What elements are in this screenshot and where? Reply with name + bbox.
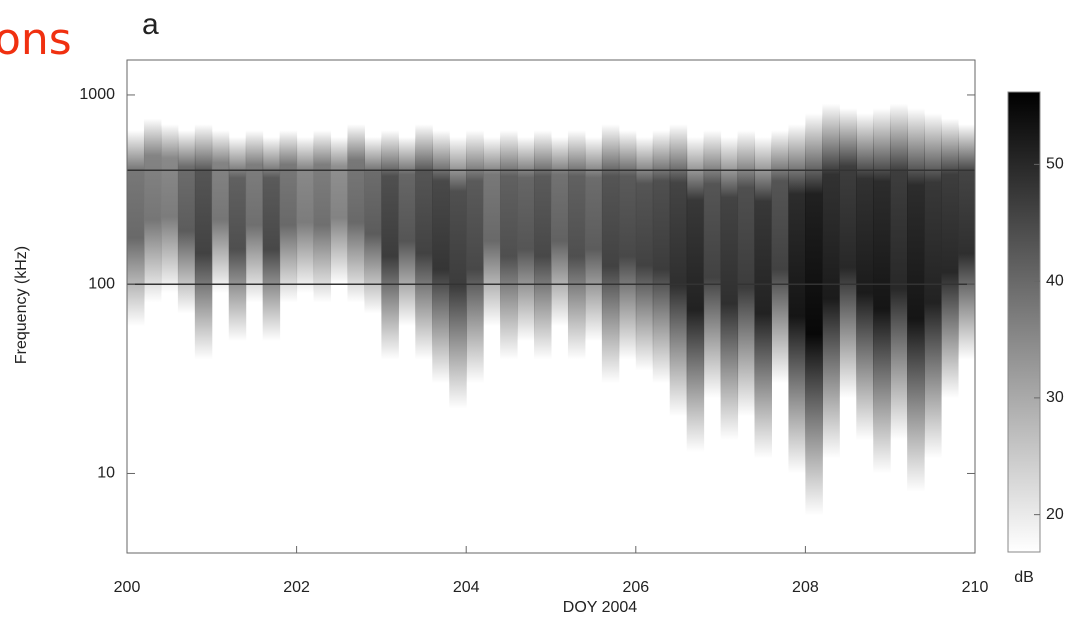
x-tick-label: 210 — [962, 579, 989, 596]
spectral-column — [635, 136, 654, 371]
spectral-column — [907, 108, 925, 492]
spectral-column — [618, 130, 637, 360]
y-axis-label: Frequency (kHz) — [13, 246, 30, 364]
colorbar-tick-label: 50 — [1046, 156, 1064, 173]
spectral-column — [160, 124, 179, 293]
spectral-column — [788, 124, 806, 474]
spectral-column — [177, 130, 196, 314]
spectral-column — [127, 130, 145, 327]
spectral-column — [958, 124, 976, 360]
spectral-column — [449, 136, 467, 409]
spectral-column — [652, 130, 671, 384]
colorbar — [1007, 91, 1041, 553]
y-tick-label: 100 — [88, 275, 115, 292]
spectral-column — [262, 136, 281, 342]
x-tick-label: 202 — [283, 579, 310, 596]
spectral-column — [211, 130, 230, 293]
spectral-column — [347, 124, 365, 303]
spectral-column — [686, 136, 705, 452]
spectral-column — [754, 136, 772, 459]
spectral-column — [415, 124, 433, 360]
slide-text: ons — [0, 14, 72, 65]
spectral-column — [500, 130, 518, 360]
y-tick-label: 10 — [97, 465, 115, 482]
chart-title: a — [142, 8, 159, 41]
spectral-column — [517, 136, 535, 342]
spectral-column — [381, 130, 399, 360]
spectral-column — [890, 103, 908, 441]
spectral-column — [737, 130, 756, 417]
y-tick-label: 1000 — [79, 86, 115, 103]
spectral-column — [584, 136, 603, 342]
x-axis-label: DOY 2004 — [563, 599, 638, 616]
spectral-column — [567, 130, 586, 360]
spectral-column — [601, 124, 620, 384]
spectral-column — [703, 130, 722, 399]
x-tick-label: 200 — [114, 579, 141, 596]
spectral-column — [466, 130, 484, 384]
spectral-column — [245, 130, 264, 303]
spectral-column — [143, 118, 162, 303]
spectral-column — [941, 118, 959, 399]
spectral-column — [771, 130, 789, 384]
spectral-column — [432, 130, 450, 384]
colorbar-tick-label: 30 — [1046, 389, 1064, 406]
spectral-column — [551, 136, 569, 327]
spectral-column — [398, 136, 416, 327]
spectral-column — [228, 136, 247, 342]
colorbar-tick-label: 40 — [1046, 272, 1064, 289]
colorbar-label: dB — [1014, 569, 1034, 586]
spectral-column — [720, 136, 739, 441]
spectral-column — [822, 103, 840, 459]
spectral-column — [873, 108, 891, 474]
spectral-column — [279, 130, 298, 303]
colorbar-tick-label: 20 — [1046, 506, 1064, 523]
spectral-column — [805, 113, 823, 516]
plot-frame — [126, 59, 976, 554]
spectral-column — [534, 130, 552, 360]
spectral-column — [483, 136, 501, 327]
x-tick-label: 206 — [622, 579, 649, 596]
spectral-column — [669, 124, 688, 417]
spectral-column — [364, 136, 382, 314]
spectral-column — [924, 113, 942, 459]
spectral-column — [194, 124, 213, 360]
spectral-column — [296, 136, 315, 293]
x-tick-label: 208 — [792, 579, 819, 596]
spectral-column — [330, 136, 348, 285]
spectral-column — [856, 113, 874, 441]
spectral-column — [839, 108, 857, 399]
spectral-column — [313, 130, 332, 303]
x-tick-label: 204 — [453, 579, 480, 596]
